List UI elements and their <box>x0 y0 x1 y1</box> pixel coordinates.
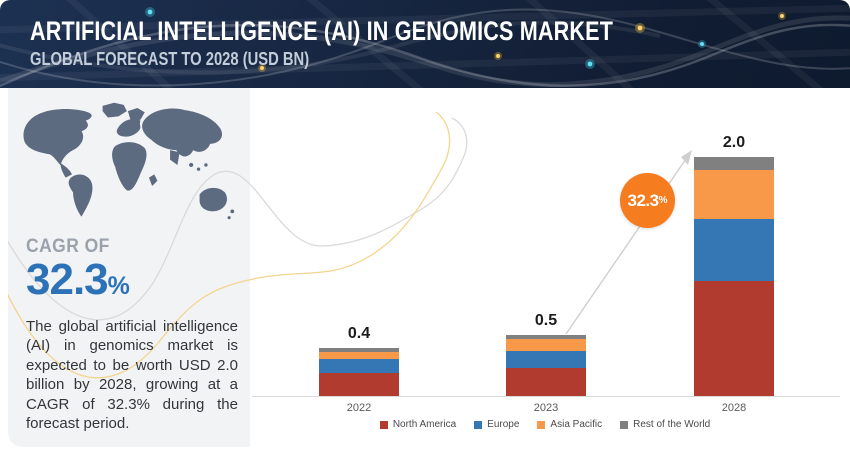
dna-network-decoration <box>0 0 850 88</box>
legend-label: North America <box>392 419 457 430</box>
legend-swatch-asia-pacific <box>537 420 546 429</box>
cagr-percent-sign: % <box>107 272 130 300</box>
legend-swatch-rest-of-the-world <box>620 420 629 429</box>
legend-label: Europe <box>487 419 520 430</box>
legend-swatch-europe <box>474 420 483 429</box>
header-banner: ARTIFICIAL INTELLIGENCE (AI) IN GENOMICS… <box>0 0 850 88</box>
legend-item-asia-pacific: Asia Pacific <box>537 419 602 430</box>
content-card: CAGR OF 32.3% The global artificial inte… <box>8 88 842 447</box>
cagr-label: CAGR OF <box>26 236 110 257</box>
legend-item-rest-of-the-world: Rest of the World <box>620 419 710 430</box>
cagr-value: 32.3% <box>26 255 130 304</box>
chart-legend: North America Europe Asia Pacific Rest of t… <box>250 419 840 430</box>
legend-label: Rest of the World <box>633 419 711 430</box>
x-axis-line <box>252 396 840 397</box>
legend-item-north-america: North America <box>379 419 457 430</box>
badge-value: 32.3 <box>627 190 660 210</box>
legend-swatch-north-america <box>379 420 388 429</box>
badge-percent-sign: % <box>658 195 668 206</box>
page-title: ARTIFICIAL INTELLIGENCE (AI) IN GENOMICS… <box>30 16 614 46</box>
page-subtitle: GLOBAL FORECAST TO 2028 (USD BN) <box>30 49 310 69</box>
legend-item-europe: Europe <box>474 419 519 430</box>
market-summary-text: The global artificial intelligence (AI) … <box>26 317 238 433</box>
cagr-growth-badge: 32.3% <box>620 173 675 228</box>
world-map <box>23 102 235 220</box>
legend-label: Asia Pacific <box>550 419 603 430</box>
